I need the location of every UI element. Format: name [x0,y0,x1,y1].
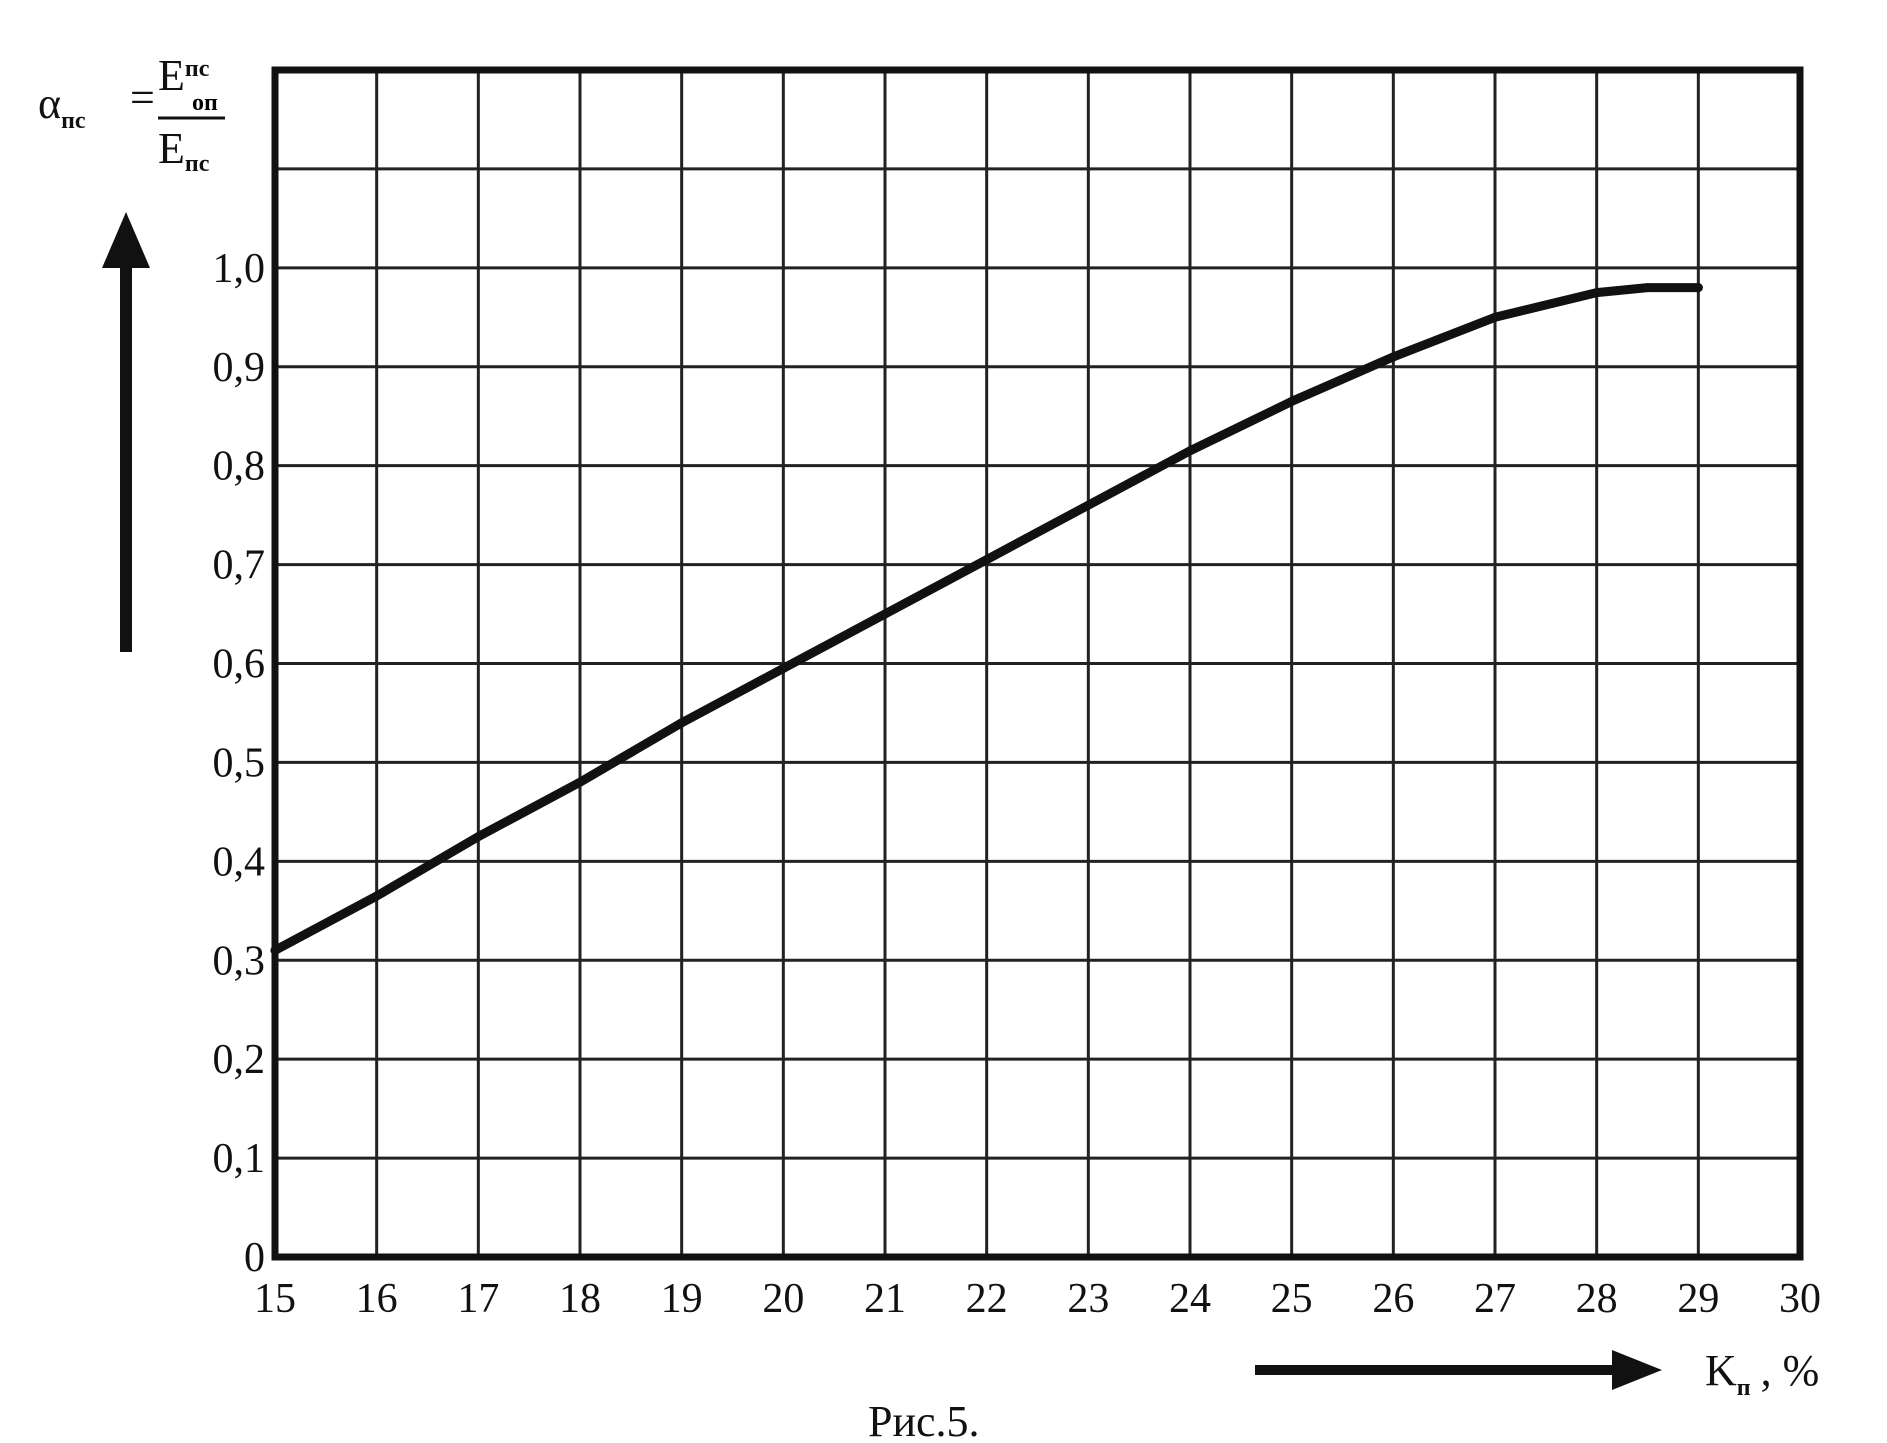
x-tick-label: 15 [254,1276,296,1322]
x-tick-label: 24 [1169,1276,1211,1322]
y-tick-label: 0,7 [213,543,266,589]
y-tick-label: 0,6 [213,642,266,688]
y-tick-label: 0 [244,1235,265,1281]
y-axis-ticks: 0 0,1 0,2 0,3 0,4 0,5 0,6 0,7 0,8 0,9 1,0 [213,246,266,1281]
data-point [575,777,585,787]
data-point [1388,352,1398,362]
figure-caption: Рис.5. [868,1397,980,1443]
series-line [270,283,1703,955]
data-point [1490,312,1500,322]
data-point [1592,288,1602,298]
x-tick-label: 29 [1677,1276,1719,1322]
data-point [1185,446,1195,456]
data-point [372,891,382,901]
x-axis-label: Kп, % [1705,1346,1819,1401]
x-tick-label: 19 [661,1276,703,1322]
x-tick-label: 17 [457,1276,499,1322]
y-label-numerator: Eпс [158,51,210,100]
y-label-equals: = [130,73,155,122]
y-tick-label: 1,0 [213,246,266,292]
y-label-symbol: αпс [38,79,86,134]
x-axis-arrow [1255,1350,1662,1390]
y-axis-arrow [102,212,150,652]
data-point [677,718,687,728]
x-tick-label: 28 [1576,1276,1618,1322]
x-tick-label: 21 [864,1276,906,1322]
data-point [1643,283,1652,293]
data-points [270,283,1703,955]
y-tick-label: 0,9 [213,345,266,391]
data-point [1083,500,1093,510]
grid [273,68,1802,1259]
x-tick-label: 18 [559,1276,601,1322]
y-label-denominator: Eпс [158,124,210,177]
x-tick-label: 16 [356,1276,398,1322]
data-point [473,832,483,842]
data-point [982,555,992,565]
y-tick-label: 0,2 [213,1037,266,1083]
data-point [1287,396,1297,406]
y-label-numerator-sup: оп [192,90,218,116]
y-tick-label: 0,4 [213,839,266,885]
x-tick-label: 25 [1271,1276,1313,1322]
y-tick-label: 0,5 [213,740,266,786]
x-tick-label: 27 [1474,1276,1516,1322]
x-axis-ticks: 15 16 17 18 19 20 21 22 23 24 25 26 27 28 29 30 [254,1276,1821,1322]
data-point [778,663,788,673]
plot-frame [271,66,1804,1261]
x-tick-label: 26 [1372,1276,1414,1322]
data-point [270,945,280,955]
x-tick-label: 30 [1779,1276,1821,1322]
y-tick-label: 0,1 [213,1136,266,1182]
data-point [1693,283,1703,293]
x-tick-label: 20 [762,1276,804,1322]
x-tick-label: 22 [966,1276,1008,1322]
data-point [880,609,890,619]
y-tick-label: 0,8 [213,444,266,490]
y-axis-label: αпс = Eпс оп Eпс [38,51,225,177]
y-tick-label: 0,3 [213,938,266,984]
x-tick-label: 23 [1067,1276,1109,1322]
